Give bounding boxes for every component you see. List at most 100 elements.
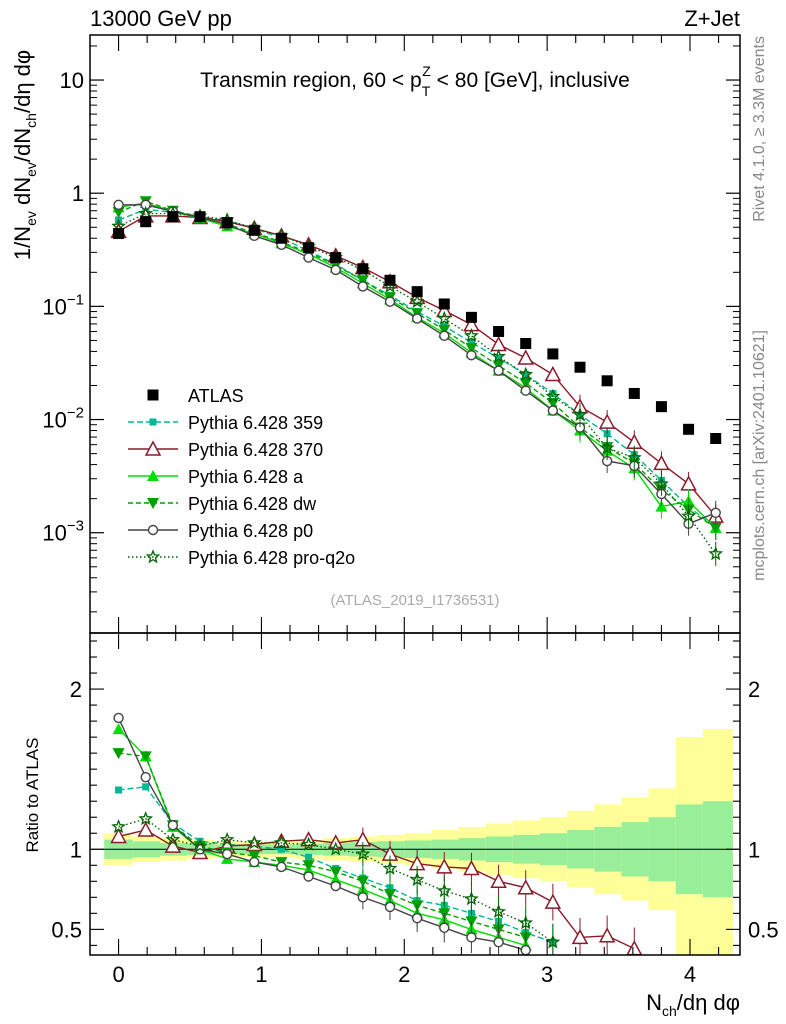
ratio-marker-pdw — [356, 876, 369, 888]
analysis-id: (ATLAS_2019_I1736531) — [330, 592, 499, 609]
legend-marker — [144, 440, 162, 456]
legend-entry-pdw: Pythia 6.428 dw — [128, 494, 317, 514]
marker-atlas — [493, 325, 505, 337]
marker-p359 — [495, 354, 503, 362]
series-p359 — [115, 205, 720, 541]
legend-marker — [147, 470, 159, 481]
ratio-marker-pp0 — [520, 944, 531, 955]
marker-p370 — [490, 335, 507, 352]
legend-label: ATLAS — [188, 386, 244, 406]
series-pa — [112, 196, 722, 541]
ratio-line-ppro — [118, 818, 554, 943]
main-series — [110, 196, 724, 566]
marker-ppro — [409, 293, 425, 308]
ratio-marker-p370 — [110, 827, 127, 844]
legend-marker — [147, 524, 159, 536]
ratio-panel: 0.5 0.5 1 1 2 2 0 1 2 3 4 Ratio to ATLAS Nch/dη d… — [23, 632, 779, 1019]
ratio-marker-ppro — [463, 891, 479, 906]
ratio-marker-p370 — [137, 821, 154, 837]
marker-pp0 — [520, 385, 531, 396]
marker-p370 — [680, 475, 697, 491]
marker-p370 — [598, 413, 616, 429]
ratio-marker-ppro — [545, 934, 561, 949]
ratio-y-tick-label: 0.5 — [51, 917, 82, 942]
marker-atlas — [655, 401, 667, 413]
ratio-x-ticks: 0 1 2 3 4 — [112, 633, 720, 987]
marker-atlas — [275, 232, 287, 244]
marker-atlas — [574, 361, 586, 373]
marker-p359 — [467, 338, 475, 346]
marker-ppro — [653, 476, 669, 491]
ratio-line-pdw — [118, 752, 526, 939]
ratio-marker-p370 — [490, 872, 507, 889]
legend-label: Pythia 6.428 pro-q2o — [188, 548, 355, 568]
legend-label: Pythia 6.428 p0 — [188, 521, 313, 541]
marker-pp0 — [710, 507, 721, 518]
ratio-marker-ppro — [138, 810, 154, 826]
legend-marker — [147, 389, 159, 401]
ratio-marker-pdw — [302, 860, 315, 872]
ratio-marker-pp0 — [167, 820, 179, 831]
ratio-marker-pp0 — [113, 712, 124, 724]
marker-p370 — [517, 349, 534, 365]
marker-atlas — [601, 375, 613, 387]
ratio-marker-ppro — [301, 836, 317, 851]
ratio-marker-p370 — [517, 879, 534, 895]
x-axis-label: Nch/dη dφ — [646, 990, 740, 1019]
ratio-marker-pdw — [112, 748, 125, 760]
marker-ppro — [436, 310, 452, 325]
legend-marker — [145, 549, 161, 564]
ratio-marker-p359 — [305, 853, 313, 861]
marker-ppro — [708, 546, 724, 561]
ratio-marker-ppro — [491, 903, 507, 919]
ratio-marker-pdw — [329, 866, 342, 878]
header-left: 13000 GeV pp — [90, 6, 232, 31]
mcplots-label: mcplots.cern.ch [arXiv:2401.10621] — [751, 330, 768, 581]
marker-pp0 — [357, 281, 369, 292]
legend-entry-pa: Pythia 6.428 a — [128, 467, 304, 487]
marker-ppro — [491, 348, 507, 363]
marker-pp0 — [384, 296, 396, 307]
ratio-series-ppro — [111, 810, 561, 955]
ratio-marker-ppro — [111, 819, 127, 834]
marker-pa — [655, 500, 668, 512]
marker-atlas — [384, 274, 396, 286]
ratio-marker-ppro — [382, 860, 398, 875]
legend-entry-ppro: Pythia 6.428 pro-q2o — [128, 548, 355, 568]
ratio-marker-pdw — [139, 751, 152, 763]
x-tick-label: 0 — [112, 962, 124, 987]
marker-atlas — [438, 298, 450, 310]
main-panel: Transmin region, 60 < pTZ < 80 [GeV], in… — [10, 34, 741, 634]
ratio-series-pp0 — [113, 712, 531, 955]
ratio-frame — [89, 632, 741, 956]
x-tick-label: 4 — [684, 962, 696, 987]
marker-ppro — [138, 205, 154, 220]
ratio-marker-p359 — [142, 783, 150, 791]
marker-atlas — [167, 211, 179, 223]
legend-entry-p370: Pythia 6.428 370 — [128, 440, 323, 460]
marker-atlas — [683, 423, 695, 435]
ratio-y-tick-label-right: 2 — [748, 677, 760, 702]
ratio-marker-ppro — [355, 846, 371, 861]
marker-ppro — [599, 440, 615, 455]
ratio-y-tick-label: 1 — [70, 837, 82, 862]
series-atlas — [113, 211, 722, 445]
marker-pdw — [356, 275, 369, 287]
marker-atlas — [248, 224, 260, 236]
marker-atlas — [465, 311, 477, 323]
marker-pdw — [709, 523, 722, 535]
series-line-p359 — [118, 208, 717, 529]
ratio-marker-pp0 — [493, 936, 504, 948]
legend-marker — [147, 498, 159, 509]
ratio-marker-p370 — [571, 928, 589, 945]
ratio-marker-p359 — [277, 845, 285, 853]
x-tick-label: 1 — [255, 962, 267, 987]
plot-title: Transmin region, 60 < pTZ < 80 [GeV], in… — [200, 63, 630, 99]
ratio-marker-pa — [112, 723, 125, 735]
marker-ppro — [681, 508, 697, 523]
ratio-marker-pp0 — [221, 848, 233, 860]
marker-ppro — [626, 449, 642, 465]
y-axis-label: 1/Nev dNev/dNch/dη dφ — [10, 50, 39, 260]
main-frame — [89, 34, 741, 634]
